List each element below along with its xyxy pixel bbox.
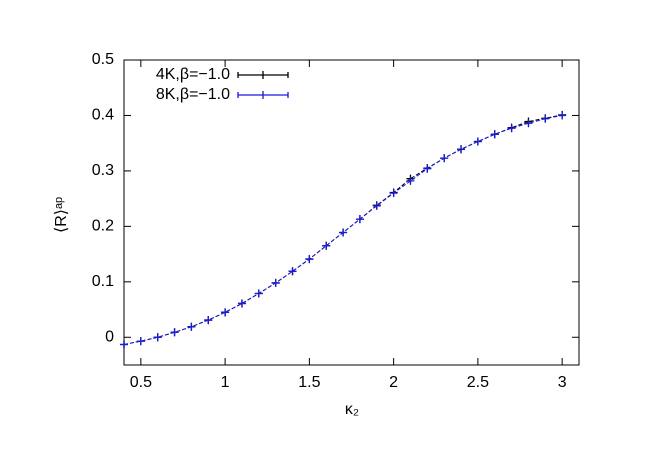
- data-point: [372, 201, 381, 210]
- data-point: [322, 241, 331, 250]
- y-tick-label: 0.3: [92, 162, 114, 179]
- data-point: [406, 176, 415, 185]
- data-point: [271, 278, 280, 287]
- data-point: [204, 316, 213, 325]
- x-tick-label: 1.5: [298, 374, 320, 391]
- data-point: [170, 328, 179, 337]
- plot-frame: [123, 59, 580, 366]
- legend-caps: [237, 71, 289, 79]
- x-axis-label: κ₂: [345, 401, 359, 418]
- data-point: [254, 289, 263, 298]
- data-point: [473, 137, 482, 146]
- data-point: [355, 215, 364, 224]
- data-point: [440, 154, 449, 163]
- data-point: [558, 111, 567, 120]
- data-point: [153, 333, 162, 342]
- x-tick-label: 3: [558, 374, 567, 391]
- legend-label: 4K,β=−1.0: [156, 66, 230, 83]
- x-tick-label: 1: [221, 374, 230, 391]
- data-point: [541, 114, 550, 123]
- x-tick-label: 0.5: [130, 374, 152, 391]
- y-tick-label: 0: [105, 328, 114, 345]
- y-axis-label: ⟨R⟩ᵃᵖ: [53, 197, 70, 233]
- data-point: [389, 189, 398, 198]
- y-tick-label: 0.2: [92, 218, 114, 235]
- x-tick-label: 2.5: [467, 374, 489, 391]
- data-point: [490, 130, 499, 139]
- data-point: [136, 337, 145, 346]
- data-point: [187, 322, 196, 331]
- data-point: [423, 164, 432, 173]
- legend-label: 8K,β=−1.0: [156, 86, 230, 103]
- data-point: [507, 124, 516, 133]
- data-point: [288, 267, 297, 276]
- data-point: [237, 299, 246, 308]
- data-point: [305, 255, 314, 264]
- data-point: [524, 119, 533, 128]
- y-tick-label: 0.1: [92, 273, 114, 290]
- x-tick-label: 2: [389, 374, 398, 391]
- y-tick-label: 0.5: [92, 51, 114, 68]
- y-tick-label: 0.4: [92, 107, 114, 124]
- data-point: [120, 340, 128, 349]
- data-point: [457, 145, 466, 154]
- data-point: [339, 228, 348, 237]
- legend-caps: [237, 91, 289, 99]
- data-point: [221, 308, 230, 317]
